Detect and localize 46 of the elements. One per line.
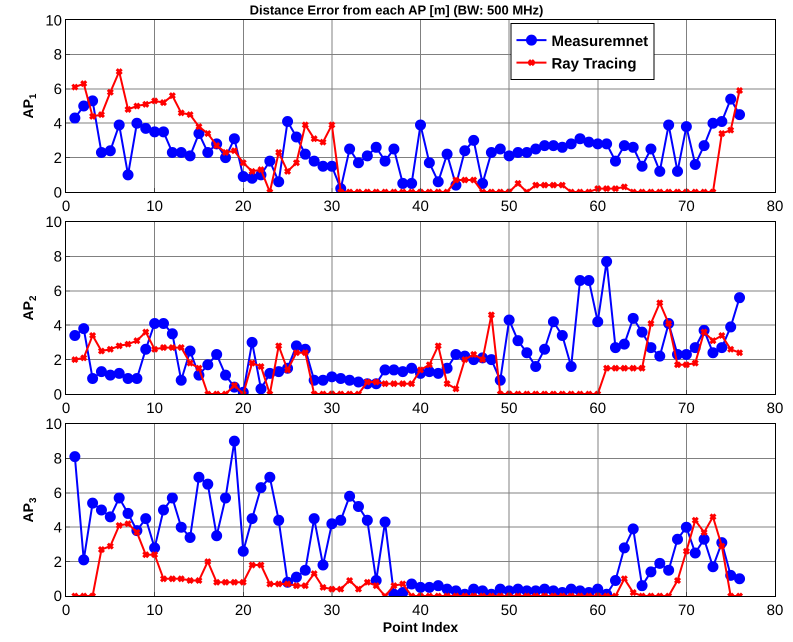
x-axis-title: Point Index xyxy=(382,619,458,635)
x-tick-label: 30 xyxy=(324,400,340,418)
x-tick-label: 70 xyxy=(678,400,695,418)
y-tick-label: 4 xyxy=(54,519,62,536)
y-tick-label: 8 xyxy=(54,450,62,468)
y-tick-label: 6 xyxy=(54,283,62,300)
y-tick-label: 2 xyxy=(54,150,62,167)
y-tick-label: 0 xyxy=(54,386,62,404)
x-tick-label: 60 xyxy=(589,198,606,216)
x-tick-label: 20 xyxy=(234,400,252,418)
x-tick-label: 10 xyxy=(146,602,163,619)
x-tick-label: 60 xyxy=(589,400,606,418)
y-tick-label: 8 xyxy=(54,46,62,64)
x-tick-label: 60 xyxy=(589,602,606,619)
x-tick-label: 50 xyxy=(500,198,518,216)
x-tick-label: 70 xyxy=(678,602,695,619)
x-tick-label: 10 xyxy=(146,198,163,216)
legend-label: Ray Tracing xyxy=(551,55,637,72)
y-tick-label: 2 xyxy=(54,554,62,571)
y-tick-label: 10 xyxy=(45,214,62,232)
x-tick-label: 80 xyxy=(766,400,784,418)
x-tick-label: 30 xyxy=(324,198,340,216)
y-tick-label: 4 xyxy=(54,317,62,334)
x-tick-label: 20 xyxy=(234,198,252,216)
y-tick-label: 10 xyxy=(45,12,62,30)
y-tick-label: 0 xyxy=(54,184,62,202)
y-tick-label: 10 xyxy=(45,416,62,434)
x-tick-label: 10 xyxy=(146,400,163,418)
x-tick-label: 80 xyxy=(766,198,784,216)
x-tick-label: 20 xyxy=(234,602,252,619)
x-tick-label: 40 xyxy=(412,198,429,216)
chart-title: Distance Error from each AP [m] (BW: 500 MHz) xyxy=(250,2,544,18)
y-tick-label: 6 xyxy=(54,485,62,502)
x-tick-label: 40 xyxy=(412,400,429,418)
x-tick-label: 50 xyxy=(500,602,518,619)
x-tick-label: 40 xyxy=(412,602,429,619)
y-tick-label: 4 xyxy=(54,115,62,132)
y-tick-label: 8 xyxy=(54,248,62,266)
x-tick-label: 50 xyxy=(500,400,518,418)
x-tick-label: 30 xyxy=(324,602,340,619)
legend-label: Measuremnet xyxy=(551,32,648,50)
x-tick-label: 70 xyxy=(678,198,695,216)
y-tick-label: 2 xyxy=(54,352,62,369)
y-tick-label: 6 xyxy=(54,81,62,98)
x-tick-label: 80 xyxy=(766,602,784,619)
y-tick-label: 0 xyxy=(54,588,62,606)
